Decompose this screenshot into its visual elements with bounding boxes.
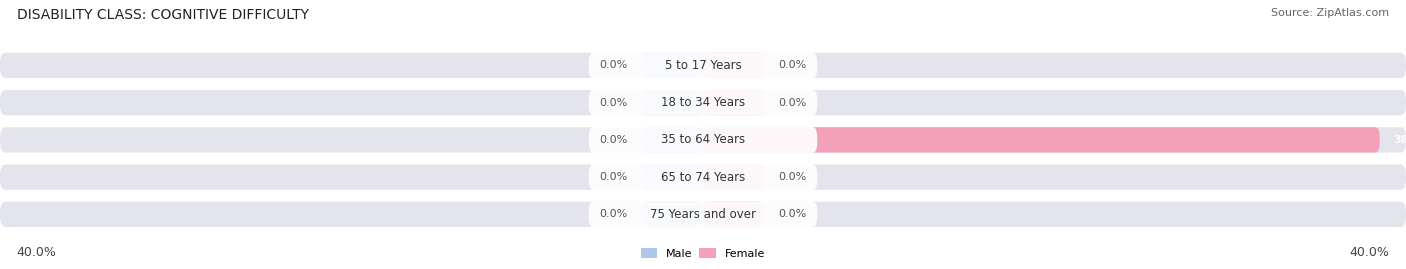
Text: DISABILITY CLASS: COGNITIVE DIFFICULTY: DISABILITY CLASS: COGNITIVE DIFFICULTY bbox=[17, 8, 309, 22]
Text: 0.0%: 0.0% bbox=[779, 209, 807, 220]
FancyBboxPatch shape bbox=[589, 90, 817, 116]
FancyBboxPatch shape bbox=[703, 90, 765, 115]
FancyBboxPatch shape bbox=[641, 202, 703, 227]
FancyBboxPatch shape bbox=[0, 164, 1406, 190]
Text: 38.5%: 38.5% bbox=[1393, 135, 1406, 145]
Text: 0.0%: 0.0% bbox=[599, 172, 627, 182]
FancyBboxPatch shape bbox=[589, 201, 817, 227]
FancyBboxPatch shape bbox=[641, 90, 703, 115]
FancyBboxPatch shape bbox=[703, 202, 765, 227]
FancyBboxPatch shape bbox=[703, 127, 1379, 153]
Text: 0.0%: 0.0% bbox=[599, 135, 627, 145]
FancyBboxPatch shape bbox=[0, 53, 1406, 78]
Text: 0.0%: 0.0% bbox=[779, 98, 807, 108]
Text: Source: ZipAtlas.com: Source: ZipAtlas.com bbox=[1271, 8, 1389, 18]
FancyBboxPatch shape bbox=[641, 127, 703, 153]
Text: 0.0%: 0.0% bbox=[599, 209, 627, 220]
Text: 5 to 17 Years: 5 to 17 Years bbox=[665, 59, 741, 72]
FancyBboxPatch shape bbox=[703, 53, 765, 78]
FancyBboxPatch shape bbox=[589, 127, 817, 153]
FancyBboxPatch shape bbox=[703, 164, 765, 190]
FancyBboxPatch shape bbox=[0, 127, 1406, 153]
FancyBboxPatch shape bbox=[0, 202, 1406, 227]
FancyBboxPatch shape bbox=[641, 53, 703, 78]
Text: 18 to 34 Years: 18 to 34 Years bbox=[661, 96, 745, 109]
Text: 0.0%: 0.0% bbox=[779, 172, 807, 182]
Text: 40.0%: 40.0% bbox=[17, 246, 56, 259]
Text: 0.0%: 0.0% bbox=[599, 60, 627, 70]
FancyBboxPatch shape bbox=[0, 90, 1406, 115]
FancyBboxPatch shape bbox=[641, 164, 703, 190]
Text: 0.0%: 0.0% bbox=[599, 98, 627, 108]
Text: 35 to 64 Years: 35 to 64 Years bbox=[661, 133, 745, 146]
Text: 75 Years and over: 75 Years and over bbox=[650, 208, 756, 221]
Legend: Male, Female: Male, Female bbox=[637, 244, 769, 263]
FancyBboxPatch shape bbox=[589, 164, 817, 190]
Text: 65 to 74 Years: 65 to 74 Years bbox=[661, 171, 745, 184]
Text: 0.0%: 0.0% bbox=[779, 60, 807, 70]
FancyBboxPatch shape bbox=[589, 52, 817, 79]
Text: 40.0%: 40.0% bbox=[1350, 246, 1389, 259]
